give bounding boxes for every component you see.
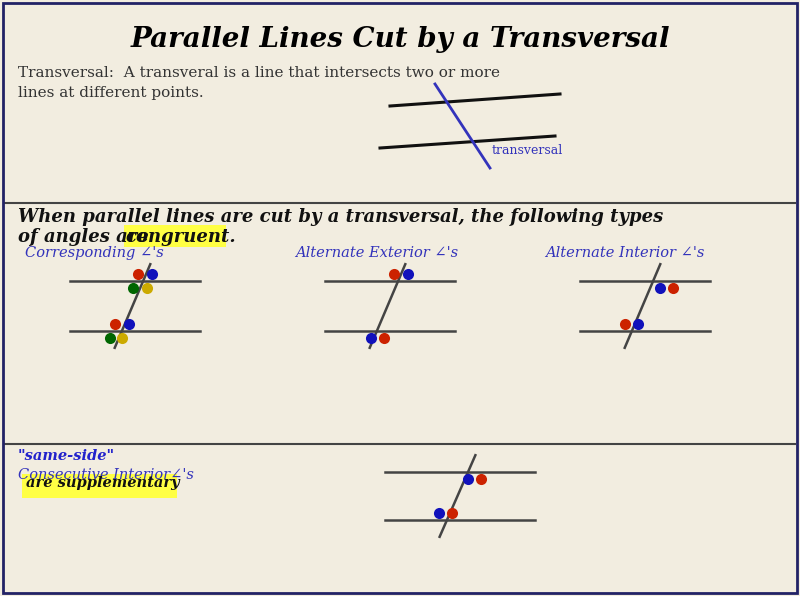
Text: When parallel lines are cut by a transversal, the following types: When parallel lines are cut by a transve… bbox=[18, 208, 663, 226]
Text: "same-side": "same-side" bbox=[18, 449, 115, 463]
Text: Transversal:  A transveral is a line that intersects two or more: Transversal: A transveral is a line that… bbox=[18, 66, 500, 80]
Text: of angles are: of angles are bbox=[18, 228, 155, 246]
Text: Alternate Interior ∠'s: Alternate Interior ∠'s bbox=[545, 246, 704, 260]
Text: Alternate Exterior ∠'s: Alternate Exterior ∠'s bbox=[295, 246, 458, 260]
Text: Corresponding ∠'s: Corresponding ∠'s bbox=[25, 246, 164, 260]
Text: Parallel Lines Cut by a Transversal: Parallel Lines Cut by a Transversal bbox=[130, 26, 670, 53]
Bar bbox=[124, 225, 226, 247]
Text: congruent.: congruent. bbox=[125, 228, 236, 246]
Bar bbox=[22, 474, 177, 498]
Text: lines at different points.: lines at different points. bbox=[18, 86, 204, 100]
Text: are supplementary: are supplementary bbox=[26, 476, 180, 490]
Text: Consecutive Interior∠'s: Consecutive Interior∠'s bbox=[18, 468, 194, 482]
Text: transversal: transversal bbox=[492, 144, 563, 157]
